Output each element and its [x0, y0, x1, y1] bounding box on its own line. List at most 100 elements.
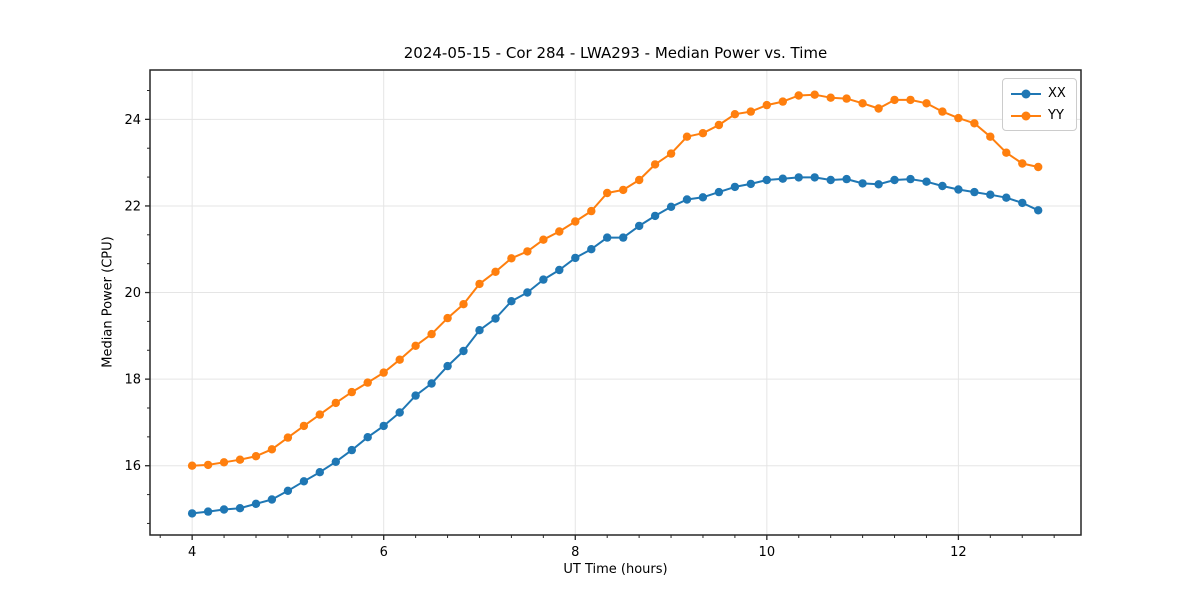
data-point-marker: [523, 288, 532, 297]
data-point-marker: [619, 233, 628, 242]
data-point-marker: [363, 433, 372, 442]
data-point-marker: [619, 185, 628, 195]
data-point-marker: [379, 368, 388, 377]
data-point-marker: [315, 410, 324, 419]
data-point-marker: [698, 129, 708, 138]
data-point-marker: [331, 398, 340, 408]
data-point-marker: [331, 457, 340, 466]
data-point-marker: [523, 247, 532, 256]
data-point-marker: [1018, 198, 1027, 208]
data-point-marker: [395, 355, 404, 364]
data-point-marker: [363, 378, 372, 387]
data-point-marker: [746, 179, 755, 189]
data-point-marker: [411, 391, 420, 400]
data-point-marker: [1034, 206, 1043, 215]
y-tick-label: 18: [124, 373, 141, 388]
data-point-marker: [810, 173, 819, 182]
x-tick-label: 8: [571, 545, 579, 560]
data-point-marker: [698, 193, 708, 202]
data-point-marker: [682, 195, 692, 204]
data-point-marker: [794, 91, 803, 100]
data-point-marker: [299, 477, 309, 486]
series-line: [192, 93, 1039, 467]
data-point-marker: [938, 181, 947, 191]
data-point-marker: [890, 95, 899, 105]
data-point-marker: [187, 461, 197, 470]
data-point-marker: [443, 313, 452, 323]
y-tick-label: 24: [124, 113, 141, 128]
data-point-marker: [986, 132, 995, 141]
series-xx: [187, 173, 1043, 518]
data-point-marker: [267, 495, 277, 504]
gridlines: [150, 70, 1081, 535]
y-axis: 16 18 20 22 24: [124, 89, 150, 524]
data-point-marker: [507, 297, 516, 306]
data-point-marker: [555, 265, 564, 275]
legend-item-yy: YY: [1011, 106, 1066, 125]
line-marker-icon: [1011, 88, 1041, 100]
data-point-marker: [650, 160, 660, 169]
data-point-marker: [283, 433, 293, 442]
data-point-marker: [299, 421, 309, 431]
data-point-marker: [235, 504, 245, 513]
data-point-marker: [970, 187, 979, 197]
data-point-marker: [507, 254, 516, 263]
data-point-marker: [635, 221, 644, 231]
data-point-marker: [714, 120, 724, 130]
data-point-marker: [251, 499, 261, 508]
data-point-marker: [874, 180, 883, 189]
data-point-marker: [187, 509, 197, 518]
y-axis-label: Median Power (CPU): [100, 236, 116, 368]
data-point-marker: [603, 233, 612, 242]
line-marker-icon: [1011, 110, 1041, 122]
x-tick-label: 10: [759, 545, 776, 560]
data-point-marker: [922, 99, 931, 108]
data-point-marker: [491, 314, 500, 323]
data-point-marker: [730, 182, 740, 192]
data-point-marker: [858, 179, 867, 188]
data-point-marker: [842, 174, 851, 184]
data-point-marker: [826, 93, 835, 102]
data-point-marker: [635, 175, 644, 185]
data-point-marker: [746, 107, 755, 116]
data-point-marker: [842, 94, 851, 103]
data-point-marker: [906, 174, 915, 184]
data-point-marker: [427, 379, 436, 388]
data-point-marker: [427, 329, 436, 339]
data-point-marker: [411, 341, 420, 350]
data-point-marker: [219, 505, 229, 514]
legend-label-yy: YY: [1048, 108, 1064, 123]
data-point-marker: [267, 445, 277, 454]
data-point-marker: [315, 468, 324, 477]
data-point-marker: [970, 119, 979, 128]
x-tick-label: 12: [950, 545, 967, 560]
data-point-marker: [539, 235, 548, 244]
data-point-marker: [778, 97, 787, 106]
data-point-marker: [1034, 162, 1043, 172]
data-point-marker: [954, 185, 963, 194]
data-point-marker: [778, 174, 787, 183]
data-point-marker: [571, 217, 580, 226]
data-point-marker: [475, 279, 484, 289]
data-point-marker: [650, 211, 660, 221]
data-point-marker: [539, 275, 548, 284]
legend-label-xx: XX: [1048, 86, 1066, 101]
data-point-marker: [890, 175, 899, 185]
series-yy: [187, 90, 1043, 470]
data-point-marker: [203, 460, 213, 470]
data-point-marker: [1018, 159, 1027, 168]
data-point-marker: [475, 326, 484, 335]
x-axis-label: UT Time (hours): [563, 562, 668, 577]
data-point-marker: [794, 173, 803, 182]
data-point-marker: [730, 110, 740, 119]
data-point-marker: [587, 206, 596, 216]
y-tick-label: 20: [124, 286, 141, 301]
data-point-marker: [922, 177, 931, 186]
data-point-marker: [986, 190, 995, 199]
data-point-marker: [762, 175, 771, 185]
plot-frame: [149, 69, 1082, 536]
data-point-marker: [347, 445, 356, 455]
data-point-marker: [203, 507, 213, 516]
